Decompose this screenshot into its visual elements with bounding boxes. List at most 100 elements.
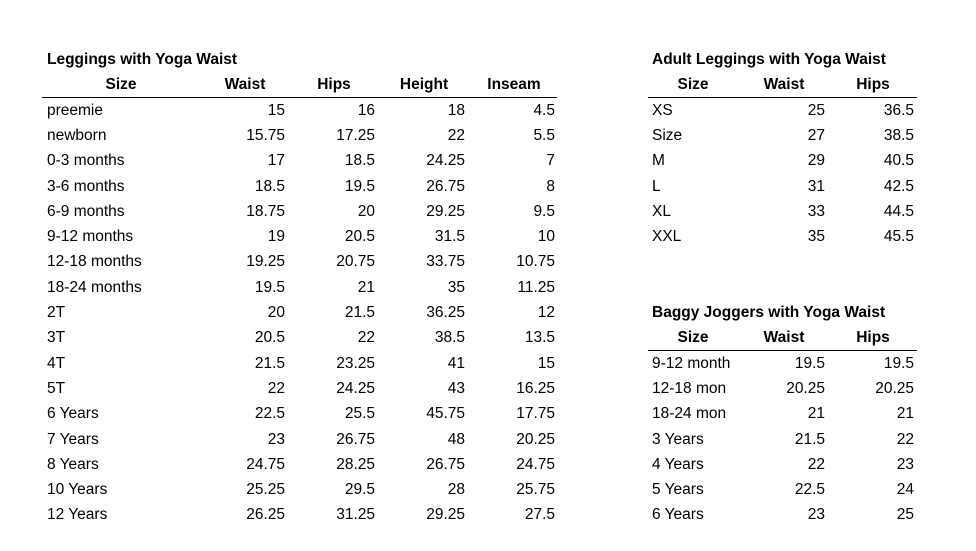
value-cell: 16 bbox=[357, 101, 375, 119]
value-cell: 27 bbox=[807, 126, 825, 144]
column-header: Size bbox=[677, 329, 709, 347]
size-cell: 12-18 months bbox=[47, 253, 142, 271]
column-header: Waist bbox=[763, 76, 805, 94]
value-cell: 19.25 bbox=[246, 253, 285, 271]
column-header: Waist bbox=[224, 76, 266, 94]
value-cell: 26.25 bbox=[246, 506, 285, 524]
value-cell: 21 bbox=[357, 278, 375, 296]
value-cell: 25 bbox=[896, 506, 914, 524]
value-cell: 29.5 bbox=[344, 481, 375, 499]
header-rule bbox=[648, 97, 917, 99]
value-cell: 20.25 bbox=[786, 379, 825, 397]
size-cell: newborn bbox=[47, 126, 107, 144]
size-cell: 3-6 months bbox=[47, 177, 125, 195]
value-cell: 15.75 bbox=[246, 126, 285, 144]
value-cell: 22.5 bbox=[254, 405, 285, 423]
value-cell: 26.75 bbox=[426, 455, 465, 473]
table-title: Baggy Joggers with Yoga Waist bbox=[652, 304, 886, 321]
value-cell: 23 bbox=[807, 506, 825, 524]
value-cell: 23.25 bbox=[336, 354, 375, 372]
value-cell: 20.25 bbox=[875, 379, 914, 397]
value-cell: 17 bbox=[267, 152, 285, 170]
size-cell: XS bbox=[652, 101, 673, 119]
value-cell: 18.5 bbox=[344, 152, 375, 170]
value-cell: 22 bbox=[267, 379, 285, 397]
value-cell: 45.75 bbox=[426, 405, 465, 423]
value-cell: 22 bbox=[896, 430, 914, 448]
size-cell: 12 Years bbox=[47, 506, 108, 524]
value-cell: 21.5 bbox=[344, 304, 375, 321]
column-header: Hips bbox=[856, 329, 890, 347]
value-cell: 28.25 bbox=[336, 455, 375, 473]
value-cell: 45.5 bbox=[883, 228, 914, 246]
size-cell: 6 Years bbox=[652, 506, 704, 524]
column-header: Hips bbox=[317, 76, 351, 94]
value-cell: 27.5 bbox=[524, 506, 555, 524]
value-cell: 21.5 bbox=[254, 354, 285, 372]
value-cell: 43 bbox=[447, 379, 465, 397]
value-cell: 20 bbox=[267, 304, 285, 321]
size-cell: 2T bbox=[47, 304, 66, 321]
value-cell: 28 bbox=[447, 481, 465, 499]
value-cell: 21 bbox=[896, 405, 914, 423]
value-cell: 18.75 bbox=[246, 202, 285, 220]
value-cell: 20.5 bbox=[344, 228, 375, 246]
value-cell: 20 bbox=[357, 202, 375, 220]
size-cell: 6-9 months bbox=[47, 202, 125, 220]
value-cell: 26.75 bbox=[426, 177, 465, 195]
value-cell: 42.5 bbox=[883, 177, 914, 195]
column-header: Waist bbox=[763, 329, 805, 347]
value-cell: 44.5 bbox=[883, 202, 914, 220]
value-cell: 24.75 bbox=[246, 455, 285, 473]
size-cell: 3T bbox=[47, 329, 66, 347]
value-cell: 17.25 bbox=[336, 126, 375, 144]
size-cell: 18-24 mon bbox=[652, 405, 727, 423]
value-cell: 10 bbox=[537, 228, 555, 246]
value-cell: 19.5 bbox=[344, 177, 375, 195]
value-cell: 15 bbox=[537, 354, 555, 372]
value-cell: 20.75 bbox=[336, 253, 375, 271]
column-header: Size bbox=[105, 76, 137, 94]
value-cell: 33 bbox=[807, 202, 825, 220]
size-cell: 9-12 months bbox=[47, 228, 134, 246]
value-cell: 38.5 bbox=[434, 329, 465, 347]
value-cell: 19 bbox=[267, 228, 285, 246]
column-header: Hips bbox=[856, 76, 890, 94]
header-rule bbox=[648, 350, 917, 352]
size-cell: 18-24 months bbox=[47, 278, 142, 296]
value-cell: 26.75 bbox=[336, 430, 375, 448]
size-cell: 9-12 month bbox=[652, 354, 731, 372]
value-cell: 24.25 bbox=[336, 379, 375, 397]
value-cell: 35 bbox=[807, 228, 825, 246]
value-cell: 41 bbox=[447, 354, 465, 372]
value-cell: 33.75 bbox=[426, 253, 465, 271]
size-cell: XXL bbox=[652, 228, 682, 246]
value-cell: 38.5 bbox=[883, 126, 914, 144]
size-cell: M bbox=[652, 152, 665, 170]
value-cell: 21.5 bbox=[794, 430, 825, 448]
value-cell: 9.5 bbox=[533, 202, 555, 220]
value-cell: 24.25 bbox=[426, 152, 465, 170]
value-cell: 4.5 bbox=[533, 101, 555, 119]
value-cell: 24 bbox=[896, 481, 914, 499]
table-title: Leggings with Yoga Waist bbox=[47, 51, 238, 68]
value-cell: 5.5 bbox=[533, 126, 555, 144]
value-cell: 20.5 bbox=[254, 329, 285, 347]
value-cell: 10.75 bbox=[516, 253, 555, 271]
size-cell: 8 Years bbox=[47, 455, 99, 473]
value-cell: 8 bbox=[546, 177, 555, 195]
value-cell: 31.5 bbox=[434, 228, 465, 246]
value-cell: 29.25 bbox=[426, 202, 465, 220]
table-title: Adult Leggings with Yoga Waist bbox=[652, 51, 886, 68]
value-cell: 20.25 bbox=[516, 430, 555, 448]
value-cell: 18 bbox=[447, 101, 465, 119]
value-cell: 11.25 bbox=[517, 278, 555, 296]
size-cell: L bbox=[652, 177, 661, 195]
value-cell: 13.5 bbox=[524, 329, 555, 347]
value-cell: 36.5 bbox=[883, 101, 914, 119]
value-cell: 29 bbox=[807, 152, 825, 170]
value-cell: 21 bbox=[807, 405, 825, 423]
column-header: Inseam bbox=[487, 76, 541, 94]
value-cell: 22.5 bbox=[794, 481, 825, 499]
value-cell: 31 bbox=[807, 177, 825, 195]
